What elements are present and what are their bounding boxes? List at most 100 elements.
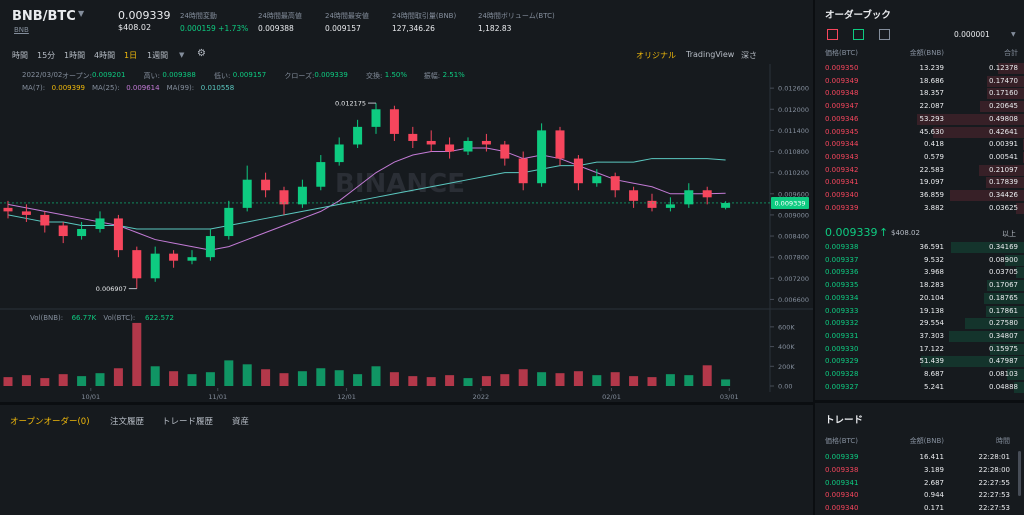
book-cell: 8.687: [923, 370, 944, 378]
volume-bar: [242, 364, 252, 386]
interval[interactable]: 1週間: [147, 51, 169, 60]
stat-value: 1,182.83: [478, 24, 512, 33]
legend-label: 交換:: [366, 72, 383, 80]
volume-bar: [279, 373, 289, 386]
view-tab[interactable]: 深さ: [741, 51, 757, 60]
volume-bar: [445, 375, 455, 386]
y-tick-label: 0.009600: [778, 190, 809, 198]
bottom-tab[interactable]: トレード履歴: [162, 417, 214, 427]
interval[interactable]: 15分: [37, 51, 56, 60]
interval-more[interactable]: ▼: [179, 51, 185, 59]
volume-bar: [77, 376, 87, 386]
mid-usd: $408.02: [891, 229, 920, 237]
volume-bar: [665, 374, 675, 386]
y-tick-label: 0.007200: [778, 275, 809, 283]
legend-value: 0.009201: [92, 71, 126, 79]
volume-bar: [224, 360, 234, 386]
settings-icon[interactable]: ⚙: [197, 48, 206, 59]
x-tick-label: 2022: [473, 393, 490, 401]
layout-toggle[interactable]: [879, 29, 890, 40]
depth-bar: [950, 190, 1024, 201]
book-cell: 9.532: [923, 255, 944, 264]
ma-value: 0.009614: [126, 84, 160, 92]
interval[interactable]: 1日: [124, 51, 138, 60]
interval[interactable]: 4時間: [94, 51, 116, 60]
layout-toggle[interactable]: [827, 29, 838, 40]
vol-value: 66.77K: [71, 314, 97, 322]
volume-bar: [426, 377, 436, 386]
stat-label: 24時間取引量(BNB): [392, 12, 457, 20]
legend-value: 0.009157: [232, 71, 267, 79]
book-cell: 0.009339: [825, 203, 859, 212]
book-cell: 0.009337: [825, 255, 859, 264]
candle-body: [261, 179, 271, 191]
volume-bar: [684, 375, 694, 386]
bottom-tab[interactable]: オープンオーダー(0): [10, 417, 90, 427]
volume-bar: [463, 378, 473, 386]
book-cell: 18.283: [919, 281, 945, 290]
candle-body: [40, 214, 50, 226]
more[interactable]: 以上: [1002, 230, 1016, 238]
annotation: 0.006907: [96, 285, 127, 293]
depth-bar: [1016, 202, 1024, 214]
orderbook: オーダーブック 0.000001 ▼ 価格(BTC) 金額(BNB) 合計 0.009350…: [815, 0, 1024, 400]
volume-bar: [500, 374, 510, 386]
candle-body: [721, 202, 731, 208]
book-cell: 0.009343: [825, 152, 859, 161]
candle-body: [408, 133, 418, 141]
book-cell: 0.20645: [989, 102, 1018, 111]
candle-body: [279, 190, 289, 205]
y-tick-label: 0.011400: [778, 127, 809, 135]
volume-bar: [371, 366, 381, 386]
y-tick-label: 0.012000: [778, 106, 809, 114]
candle-body: [113, 218, 123, 251]
pair-dropdown[interactable]: ▼: [78, 9, 85, 18]
book-cell: 0.009347: [825, 102, 859, 111]
book-cell: 0.08103: [989, 370, 1018, 378]
interval[interactable]: 1時間: [64, 51, 86, 60]
bottom-tab[interactable]: 資産: [232, 417, 250, 427]
volume-bar: [518, 369, 528, 386]
book-cell: 0.15975: [989, 344, 1018, 353]
candle-body: [463, 140, 473, 152]
legend-value: 0.009388: [162, 71, 196, 79]
book-cell: 20.104: [919, 293, 945, 302]
book-cell: 0.009330: [825, 344, 859, 353]
stat-value: 127,346.26: [392, 24, 435, 33]
depth-bar: [1016, 267, 1024, 279]
view-tab[interactable]: TradingView: [686, 50, 735, 59]
volume-bar: [573, 371, 583, 386]
book-cell: 29.554: [919, 319, 945, 328]
book-cell: 0.17839: [989, 178, 1018, 187]
vol-tick-label: 0.00: [778, 383, 792, 391]
candle-body: [316, 162, 326, 187]
candle-body: [187, 257, 197, 261]
book-cell: 0.418: [923, 140, 944, 149]
depth-bar: [964, 318, 1024, 330]
book-cell: 18.686: [919, 76, 945, 85]
volume-bar: [132, 322, 142, 386]
vol-tick-label: 400K: [778, 343, 795, 351]
precision-arrow[interactable]: ▼: [1011, 31, 1016, 38]
vol-tick-label: 200K: [778, 363, 795, 371]
bottom-tab[interactable]: 注文履歴: [110, 417, 145, 427]
y-tick-label: 0.010800: [778, 148, 809, 156]
view-tab[interactable]: オリジナル: [636, 51, 676, 60]
candle-body: [665, 204, 675, 208]
volume-bar: [187, 374, 197, 386]
pair[interactable]: BNB/BTC: [12, 9, 76, 24]
candle-body: [334, 144, 344, 163]
book-cell: 22.583: [919, 165, 945, 174]
precision[interactable]: 0.000001: [954, 30, 990, 39]
interval[interactable]: 時間: [12, 51, 28, 60]
trade-cell: 0.009340: [825, 504, 859, 513]
candle-body: [647, 200, 657, 208]
book-cell: 0.009335: [825, 281, 859, 290]
book-cell: 0.009333: [825, 306, 859, 315]
candle-body: [629, 190, 639, 201]
candle-body: [242, 179, 252, 208]
token-link[interactable]: BNB: [14, 26, 29, 34]
book-cell: 0.17160: [989, 89, 1018, 98]
vol-tick-label: 600K: [778, 323, 795, 331]
layout-toggle[interactable]: [853, 29, 864, 40]
